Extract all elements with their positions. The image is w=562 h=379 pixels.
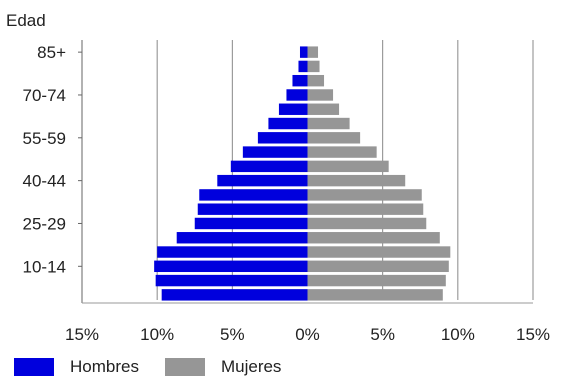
y-tick-labels: 85+ 70-74 55-59 40-44 25-29 10-14 xyxy=(23,43,82,276)
bar-mujeres-30-34 xyxy=(307,203,424,215)
bar-mujeres-20-24 xyxy=(307,232,440,244)
bar-hombres-35-39 xyxy=(199,189,308,201)
bar-mujeres-25-29 xyxy=(307,217,427,230)
bar-hombres-85+ xyxy=(299,46,308,58)
legend-swatch-women xyxy=(164,358,205,376)
legend: Hombres Mujeres xyxy=(14,356,307,378)
y-axis-title: Edad xyxy=(6,11,46,30)
bar-mujeres-70-74 xyxy=(307,89,334,101)
bar-hombres-45-49 xyxy=(230,160,308,173)
bar-hombres-65-69 xyxy=(278,103,308,115)
bar-mujeres-50-54 xyxy=(307,146,377,158)
x-tick-labels: 15% 10% 5% 0% 5% 10% 15% xyxy=(65,325,550,344)
x-tick-label: 15% xyxy=(65,325,99,344)
bar-hombres-10-14 xyxy=(154,260,308,273)
y-tick-label: 25-29 xyxy=(23,214,66,233)
legend-swatch-men xyxy=(14,358,54,376)
bar-mujeres-80-84 xyxy=(307,60,320,73)
bar-hombres-20-24 xyxy=(176,232,308,244)
bar-hombres-0-4 xyxy=(161,289,308,301)
bar-mujeres-55-59 xyxy=(307,132,361,144)
bar-hombres-30-34 xyxy=(197,203,308,215)
bar-mujeres-85+ xyxy=(307,46,319,58)
axes xyxy=(81,40,533,304)
bar-mujeres-35-39 xyxy=(307,189,422,201)
bars xyxy=(154,46,451,301)
x-tick-label: 10% xyxy=(140,325,174,344)
x-tick-label: 5% xyxy=(220,325,245,344)
x-tick-label: 0% xyxy=(295,325,320,344)
bar-hombres-25-29 xyxy=(194,217,308,230)
x-tick-label: 5% xyxy=(370,325,395,344)
bar-hombres-5-9 xyxy=(155,274,308,287)
legend-item-men: Hombres xyxy=(14,357,139,377)
bar-mujeres-75-79 xyxy=(307,74,325,87)
bar-mujeres-0-4 xyxy=(307,289,443,301)
bar-mujeres-15-19 xyxy=(307,246,451,258)
bar-mujeres-5-9 xyxy=(307,274,446,287)
bar-mujeres-10-14 xyxy=(307,260,449,273)
bar-hombres-70-74 xyxy=(286,89,308,101)
x-tick-label: 10% xyxy=(441,325,475,344)
population-pyramid-chart: Edad 85+ 70-74 55-59 40-44 25-29 10-14 15% 10%… xyxy=(6,11,550,344)
bar-mujeres-40-44 xyxy=(307,174,406,187)
bar-hombres-15-19 xyxy=(157,246,308,258)
bar-hombres-80-84 xyxy=(298,60,308,73)
bar-hombres-55-59 xyxy=(257,132,308,144)
y-tick-label: 10-14 xyxy=(23,257,66,276)
bar-mujeres-65-69 xyxy=(307,103,340,115)
bar-hombres-50-54 xyxy=(242,146,308,158)
y-tick-label: 70-74 xyxy=(23,86,66,105)
legend-label-men: Hombres xyxy=(70,357,139,376)
legend-item-women: Mujeres xyxy=(164,357,282,377)
bar-hombres-75-79 xyxy=(292,74,308,87)
y-tick-label: 40-44 xyxy=(23,172,66,191)
x-tick-label: 15% xyxy=(516,325,550,344)
legend-label-women: Mujeres xyxy=(220,357,282,376)
bar-mujeres-60-64 xyxy=(307,117,350,130)
bar-hombres-40-44 xyxy=(217,174,308,187)
y-tick-label: 55-59 xyxy=(23,129,66,148)
bar-hombres-60-64 xyxy=(268,117,308,130)
bar-mujeres-45-49 xyxy=(307,160,389,173)
y-tick-label: 85+ xyxy=(37,43,66,62)
